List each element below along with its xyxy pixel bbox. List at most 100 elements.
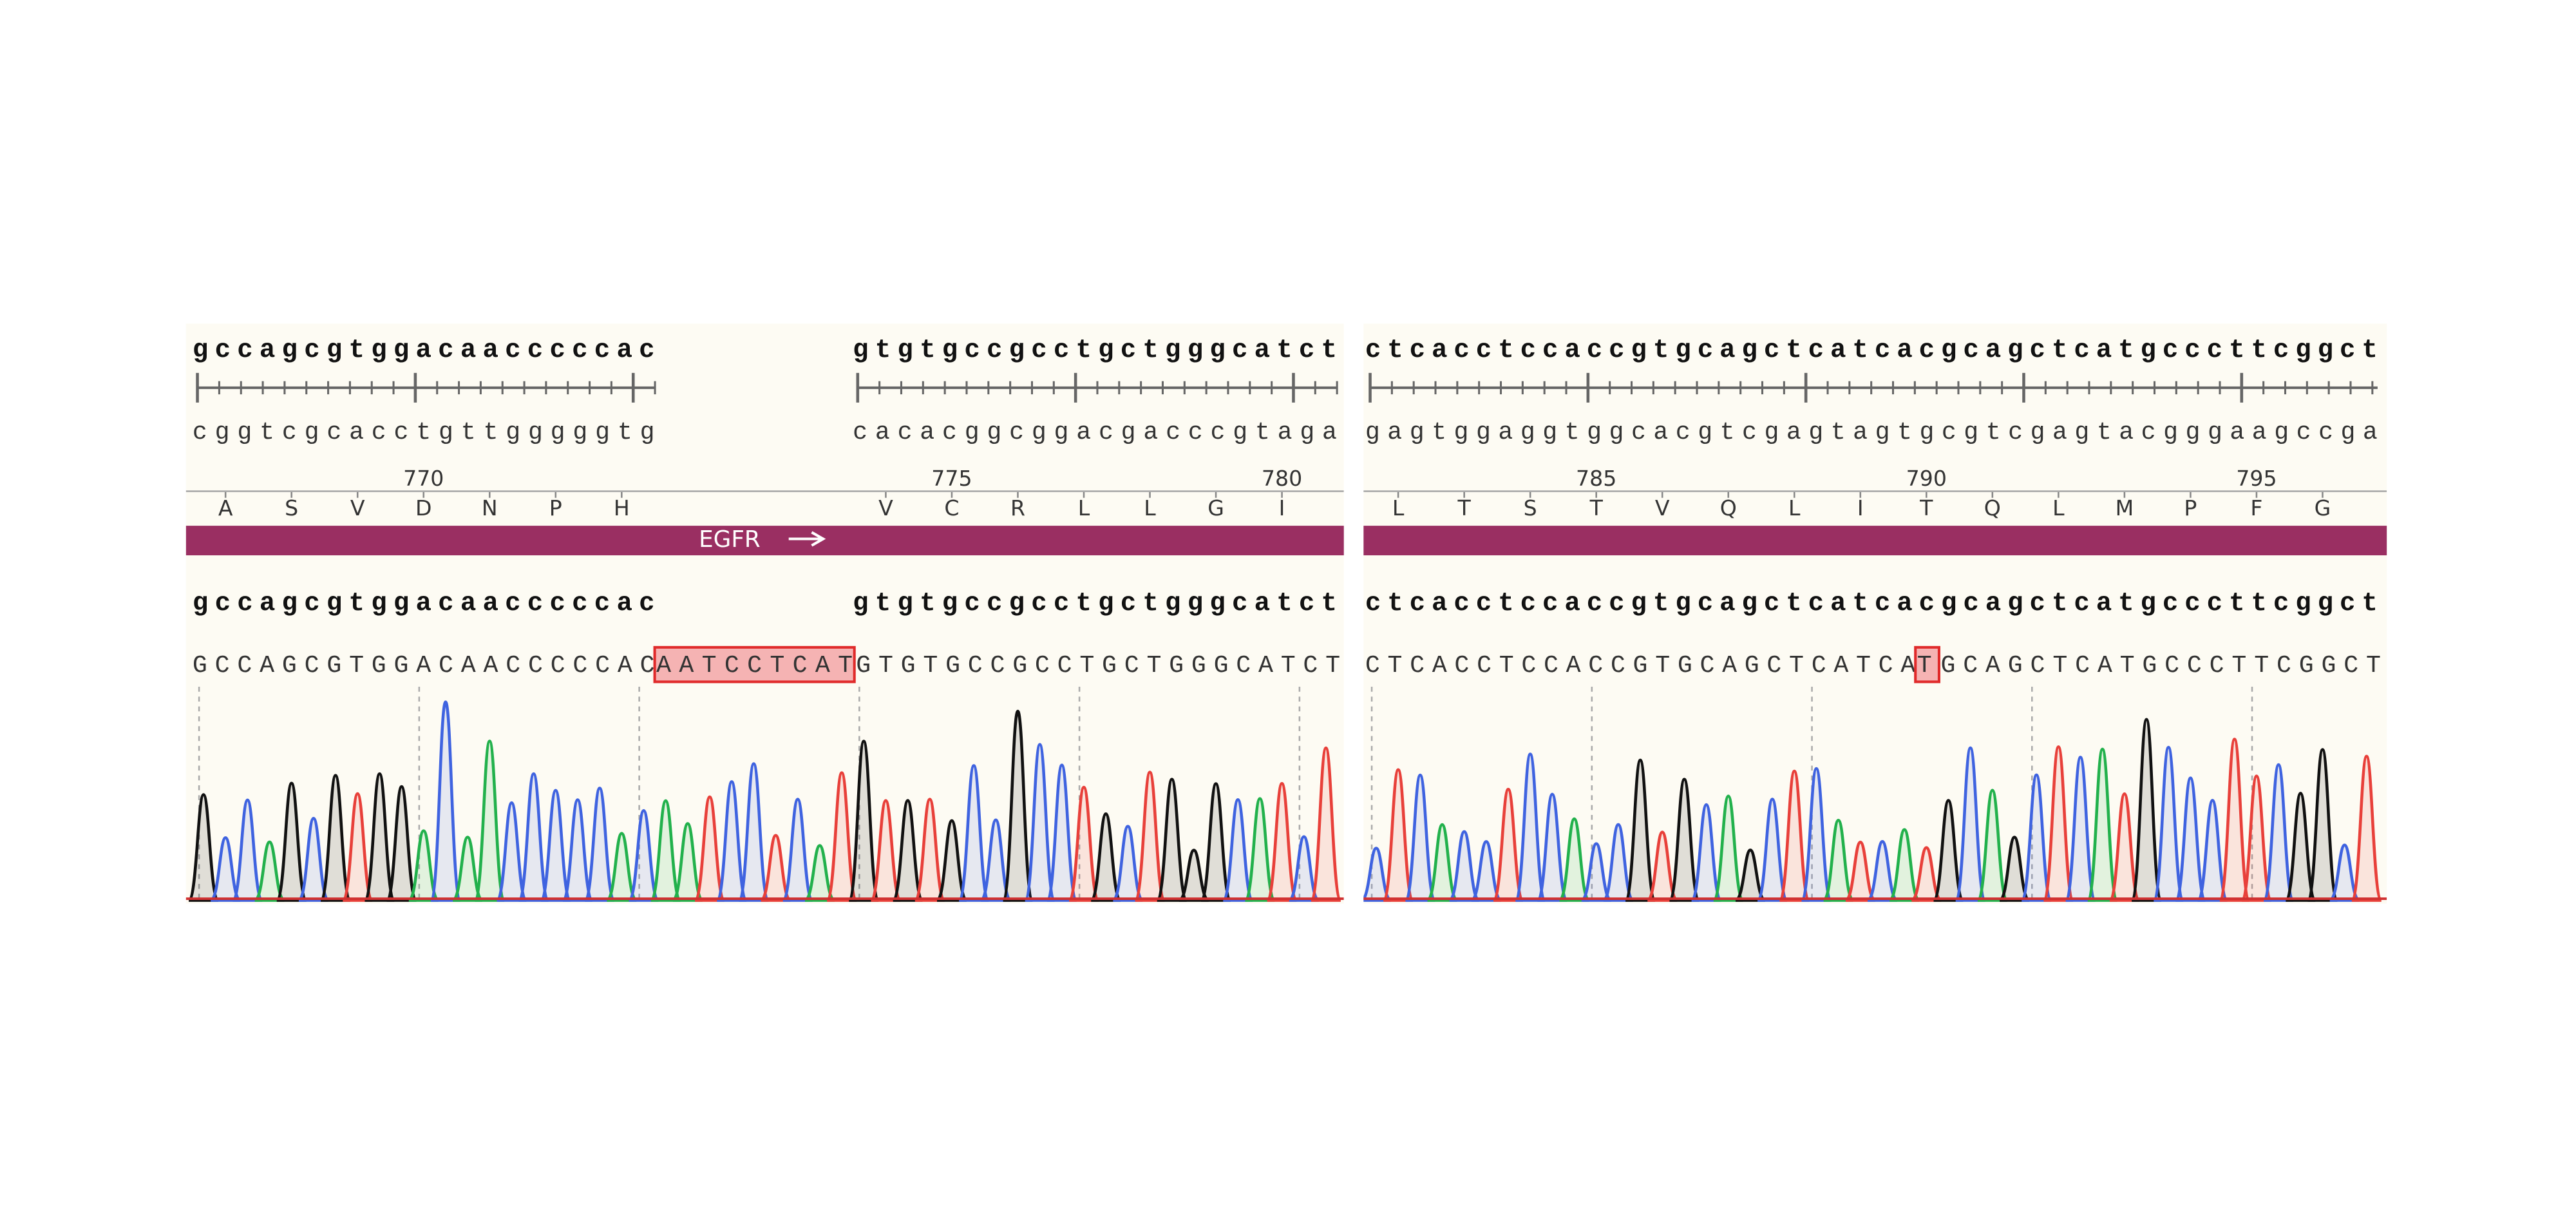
amino-acid: A [218,495,233,521]
chromatogram-peak [1089,812,1122,902]
chromatogram-peak [275,781,308,902]
chromatogram-peak [1448,830,1480,902]
chromatogram-peak [1800,767,1833,902]
chromatogram-peak [1309,746,1343,902]
position-number: 780 [1262,466,1302,491]
amino-acid: S [285,495,298,521]
reference-sequence: gccagcgtggacaacccccac [193,589,655,618]
amino-acid: T [1919,495,1933,521]
chromatogram-peak [473,740,506,902]
chromatogram-peak [627,808,660,902]
chromatogram-peak [1778,769,1811,902]
chromatogram-peak [517,772,550,902]
amino-acid: L [1392,495,1405,521]
amino-acid: G [1208,495,1224,521]
amino-acid: S [1524,495,1537,521]
chromatogram-peak [825,771,858,902]
chromatogram-peak [2152,745,2185,902]
chromatogram-peak [1668,778,1701,902]
position-number: 790 [1906,466,1947,491]
bottom-strand: cggtcgcacctgttgggggtg [193,419,655,446]
chromatogram-peak [2240,774,2273,902]
amino-acid: V [1655,495,1670,521]
amino-acid: V [878,495,893,521]
chromatogram-peak [1265,781,1298,902]
chromatogram-peak [913,798,946,902]
chromatogram-peak [2086,747,2119,902]
amino-acid: Q [1984,495,2001,521]
chromatogram-peak [2130,718,2163,902]
chromatogram-peak [319,774,352,902]
chromatogram-peak [1133,770,1166,902]
chromatogram-peak [1222,798,1255,902]
chromatogram-peak [2350,754,2383,902]
chromatogram-peak [1199,782,1233,902]
chromatogram-peak [1536,792,1569,902]
chromatogram-peak [2196,799,2229,902]
panel-background [185,323,1344,904]
amino-acid: D [415,495,432,521]
chromatogram-peak [539,789,573,902]
amino-acid: F [2250,495,2262,521]
chromatogram-peak [2042,745,2075,902]
chromatogram-peak [1513,752,1547,902]
amino-acid: L [1788,495,1801,521]
chromatogram-peak [2284,792,2317,902]
chromatogram-peak [1155,778,1188,902]
amino-acid: L [1078,495,1090,521]
chromatogram-peak [1822,818,1855,902]
read-calls: GCCAGCGTGGACAACCCCCAC [193,652,655,680]
right-panel: ctcacctccaccgtgcagctcatcacgcagctcatgccct… [1363,336,2387,902]
amino-acid: G [2315,495,2331,521]
chromatogram-peak [715,780,748,902]
amino-acid: N [482,495,498,521]
amino-acid: I [1857,495,1864,521]
chromatogram-peak [1624,758,1657,902]
chromatogram-peak [1712,794,1745,902]
amino-acid: P [2184,495,2197,521]
amino-acid: Q [1720,495,1737,521]
chromatogram-peak [363,772,396,902]
amino-acid: C [944,495,959,521]
chromatogram-peak [341,792,374,902]
read-calls: CTCACCTCCACCGTGCAGCTCATCA [1365,652,1915,680]
feature-bar [1363,526,2387,556]
chromatogram-peak [1045,763,1079,902]
feature-label: EGFR [699,526,761,553]
chromatogram-peak [2020,773,2053,902]
chromatogram-peak [869,799,902,902]
chromatogram-peak [693,795,726,902]
position-number: 795 [2236,466,2277,491]
feature-arrowhead [811,531,826,547]
chromatogram-peak [385,785,418,902]
amino-acid: V [350,495,365,521]
mismatch-box [653,645,856,684]
chromatogram-peak [1756,798,1789,902]
chromatogram-peak [1381,768,1415,902]
chromatogram-peak [231,798,264,902]
chromatogram-peak [848,740,880,902]
chromatogram-peak [561,798,594,902]
read-calls-highlight: AATCCTCAT [656,652,853,680]
chromatogram-peak [583,787,616,902]
chromatogram-peak [1492,787,1525,902]
chromatogram-peak [495,801,528,902]
chromatogram-peak [1976,789,2009,902]
amino-acid: R [1010,495,1025,521]
chromatogram-peak [429,700,462,902]
amino-acid: P [549,495,562,521]
mismatch-box [1914,645,1940,684]
chromatogram-peak [891,799,924,902]
chromatogram-peak [1023,743,1056,902]
chromatogram-peak [737,762,770,902]
chromatogram-peak [1426,823,1459,902]
chromatogram-peak [2262,763,2295,902]
chromatogram-peak [2306,748,2339,902]
chromatogram-peak [2174,776,2207,902]
chromatogram-peak [1404,773,1437,902]
chromatogram-peak [187,793,220,902]
chromatogram-peak [957,764,990,902]
amino-acid: L [2052,495,2065,521]
